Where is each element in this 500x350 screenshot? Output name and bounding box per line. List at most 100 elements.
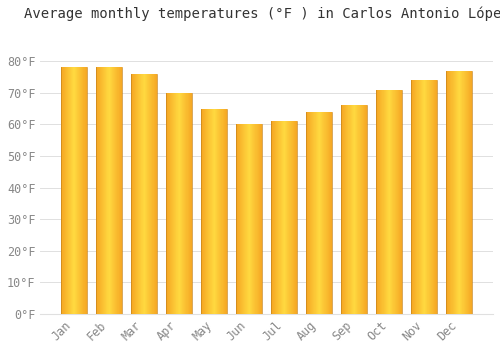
Bar xyxy=(120,68,121,314)
Bar xyxy=(70,68,71,314)
Bar xyxy=(155,74,156,314)
Bar xyxy=(274,121,276,314)
Bar xyxy=(291,121,292,314)
Bar xyxy=(287,121,288,314)
Bar xyxy=(63,68,64,314)
Bar xyxy=(239,124,240,314)
Bar xyxy=(353,105,354,314)
Bar xyxy=(323,112,324,314)
Bar xyxy=(383,90,384,314)
Bar xyxy=(137,74,138,314)
Bar xyxy=(330,112,331,314)
Bar xyxy=(309,112,310,314)
Bar xyxy=(319,112,320,314)
Bar xyxy=(211,108,212,314)
Bar xyxy=(350,105,351,314)
Bar xyxy=(247,124,248,314)
Bar xyxy=(105,68,106,314)
Bar xyxy=(362,105,363,314)
Bar xyxy=(237,124,238,314)
Bar xyxy=(102,68,104,314)
Bar xyxy=(357,105,358,314)
Bar xyxy=(188,93,189,314)
Title: Average monthly temperatures (°F ) in Carlos Antonio López: Average monthly temperatures (°F ) in Ca… xyxy=(24,7,500,21)
Bar xyxy=(354,105,355,314)
Bar xyxy=(400,90,401,314)
Bar xyxy=(329,112,330,314)
Bar xyxy=(296,121,297,314)
Bar xyxy=(152,74,153,314)
Bar xyxy=(257,124,258,314)
Bar xyxy=(201,108,202,314)
Bar xyxy=(464,71,465,314)
Bar xyxy=(297,121,298,314)
Bar xyxy=(278,121,279,314)
Bar xyxy=(344,105,345,314)
Bar xyxy=(119,68,120,314)
Bar xyxy=(242,124,243,314)
Bar xyxy=(249,124,250,314)
Bar xyxy=(346,105,347,314)
Bar xyxy=(448,71,449,314)
Bar xyxy=(175,93,176,314)
Bar xyxy=(397,90,398,314)
Bar xyxy=(226,108,228,314)
Bar xyxy=(73,68,74,314)
Bar xyxy=(431,80,432,314)
Bar xyxy=(84,68,85,314)
Bar xyxy=(366,105,367,314)
Bar xyxy=(360,105,361,314)
Bar xyxy=(460,71,461,314)
Bar xyxy=(392,90,393,314)
Bar xyxy=(64,68,65,314)
Bar xyxy=(176,93,177,314)
Bar xyxy=(349,105,350,314)
Bar xyxy=(461,71,462,314)
Bar xyxy=(463,71,464,314)
Bar xyxy=(355,105,356,314)
Bar xyxy=(252,124,253,314)
Bar xyxy=(256,124,257,314)
Bar xyxy=(286,121,287,314)
Bar xyxy=(378,90,379,314)
Bar xyxy=(78,68,80,314)
Bar xyxy=(313,112,314,314)
Bar xyxy=(467,71,468,314)
Bar xyxy=(83,68,84,314)
Bar xyxy=(77,68,78,314)
Bar xyxy=(320,112,321,314)
Bar xyxy=(185,93,186,314)
Bar xyxy=(324,112,325,314)
Bar xyxy=(220,108,221,314)
Bar xyxy=(451,71,452,314)
Bar xyxy=(75,68,76,314)
Bar xyxy=(326,112,327,314)
Bar xyxy=(177,93,178,314)
Bar xyxy=(216,108,217,314)
Bar xyxy=(446,71,448,314)
Bar xyxy=(182,93,183,314)
Bar xyxy=(132,74,133,314)
Bar xyxy=(148,74,149,314)
Bar xyxy=(100,68,101,314)
Bar xyxy=(433,80,434,314)
Bar xyxy=(271,121,272,314)
Bar xyxy=(471,71,472,314)
Bar xyxy=(140,74,141,314)
Bar xyxy=(436,80,437,314)
Bar xyxy=(254,124,255,314)
Bar xyxy=(454,71,455,314)
Bar xyxy=(245,124,246,314)
Bar xyxy=(186,93,187,314)
Bar xyxy=(153,74,154,314)
Bar xyxy=(81,68,82,314)
Bar xyxy=(255,124,256,314)
Bar xyxy=(455,71,456,314)
Bar xyxy=(241,124,242,314)
Bar xyxy=(413,80,414,314)
Bar xyxy=(114,68,115,314)
Bar xyxy=(96,68,97,314)
Bar xyxy=(419,80,420,314)
Bar xyxy=(210,108,211,314)
Bar xyxy=(221,108,222,314)
